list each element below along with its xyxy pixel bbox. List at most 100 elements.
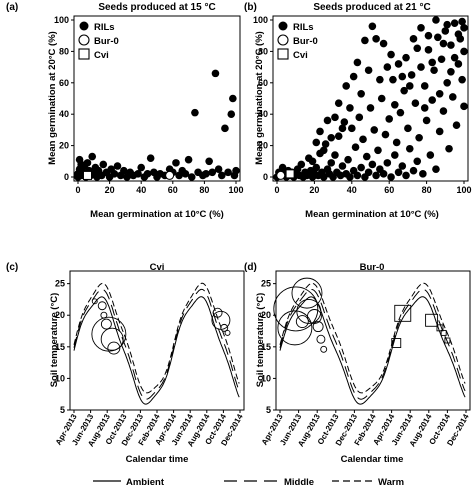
germination-circle [273,286,319,332]
ril-point [443,79,451,87]
ril-point [432,165,440,173]
series-middle [73,288,240,400]
x-tick-label: 40 [136,185,146,195]
series-warm [279,282,466,394]
series-middle [279,288,466,400]
panel-a-title: Seeds produced at 15 °C [98,2,215,13]
y-tick-label: 80 [258,46,268,56]
germination-circle [100,311,108,319]
ril-point [420,82,429,90]
panel-a-xlabel: Mean germination at 10°C (%) [90,209,224,220]
ril-point [205,157,213,166]
ril-point [342,82,350,90]
legend-ambient-label: Ambient [126,477,165,488]
panel-d: (d) Bur-0 Calendar time Soil temperature… [244,262,471,465]
y-tick-label: 25 [261,279,271,289]
ril-point [110,170,119,178]
ril-point [383,159,392,167]
ril-point [417,24,425,32]
legend-rils-label: RILs [94,22,115,33]
ril-point [460,47,468,56]
ril-point [405,82,414,90]
ril-point [202,170,210,178]
legend-cvi-label: Cvi [94,50,109,61]
ril-point [379,39,388,48]
ril-point [432,16,440,24]
ril-point [334,99,343,108]
y-tick-label: 60 [59,78,69,88]
y-tick-label: 20 [55,310,65,320]
ril-point [134,170,142,178]
ril-point [357,163,365,172]
panel-b-ylabel: Mean germination at 20°C (%) [254,31,265,165]
germination-circle [107,341,121,355]
legend-middle-label: Middle [284,477,314,488]
y-tick-label: 80 [59,46,69,56]
ril-point [391,151,399,159]
ril-point [184,155,193,164]
ril-point [392,138,401,147]
germination-circle [320,345,328,353]
germination-square [425,313,439,327]
ril-point [368,22,377,31]
germination-circle [97,301,107,311]
germination-circle [220,323,229,332]
panel-b: (b) Seeds produced at 21 °C Mean germina… [244,2,472,220]
ril-point [428,58,437,67]
ril-point [211,69,220,78]
x-tick-label: 40 [347,185,357,195]
ril-point [430,66,438,75]
germination-circle [277,310,313,346]
ril-point [372,35,380,43]
plot-frame [73,15,241,182]
x-tick-label: 60 [168,185,178,195]
ril-point [327,159,336,167]
ril-point [458,75,466,84]
ril-point [319,146,328,155]
panel-c-letter: (c) [6,262,18,273]
ril-point [404,124,412,133]
y-tick-label: 15 [261,342,271,352]
ril-point [445,144,453,153]
germination-circle [100,318,112,330]
y-tick-label: 20 [59,141,69,151]
ril-point [181,170,190,178]
ril-point [437,55,446,64]
x-tick-label: 100 [456,185,471,195]
ril-point [409,35,418,43]
ril-point [383,63,392,71]
legend-bur0-label: Bur-0 [293,36,318,47]
ril-point [381,130,390,139]
x-tick-label: 20 [309,185,319,195]
x-tick-label: 100 [228,185,243,195]
y-tick-label: 100 [54,15,69,25]
ril-point [355,113,364,122]
ril-point [83,159,92,167]
ril-point [424,46,433,54]
ril-point [413,157,422,166]
ril-point [415,133,423,142]
ril-point [349,72,358,81]
ril-point [447,68,455,76]
germination-square [394,304,412,322]
ril-point [387,50,395,59]
y-tick-label: 15 [55,342,65,352]
bur0-point [276,170,286,180]
y-tick-label: 0 [64,172,69,182]
ril-point [344,155,352,164]
ril-point [217,171,226,180]
germination-circle [316,334,326,344]
x-tick-label: 60 [384,185,394,195]
legend-bur0-marker [78,34,90,46]
germination-circle [224,329,231,336]
ril-point [389,75,397,84]
ril-point [439,39,448,48]
ril-point [419,170,427,178]
series-ambient [279,296,466,405]
ril-point [137,163,145,172]
y-tick-label: 100 [253,15,268,25]
y-tick-label: 10 [55,373,65,383]
germination-square [440,329,447,336]
legend-cvi-marker [78,48,90,60]
